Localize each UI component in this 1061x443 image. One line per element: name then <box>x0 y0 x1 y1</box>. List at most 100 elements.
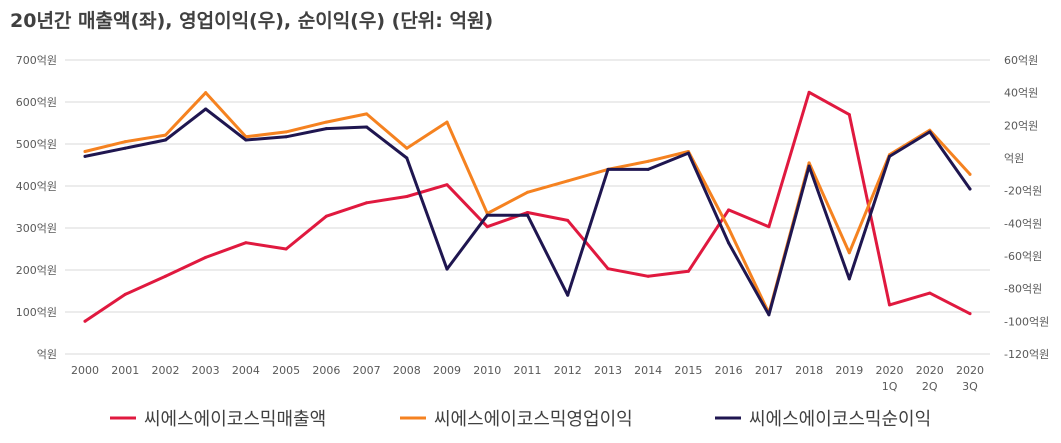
x-axis-tick-label: 2000 <box>71 364 99 377</box>
left-axis-tick-label: 300억원 <box>16 222 57 235</box>
x-axis-tick-label: 2008 <box>393 364 421 377</box>
series-3-point <box>566 293 570 297</box>
series-2-point <box>244 135 248 139</box>
series-line-1 <box>83 90 972 323</box>
left-axis-tick-label: 700억원 <box>16 54 57 67</box>
series-1-point <box>968 312 972 316</box>
series-1-point <box>606 267 610 271</box>
series-2-point <box>83 149 87 153</box>
series-1-point <box>526 210 529 214</box>
left-axis-tick-label: 600억원 <box>16 96 57 109</box>
series-line-2 <box>83 91 972 315</box>
series-2-point <box>445 120 449 124</box>
right-axis-tick-label: 60억원 <box>1004 54 1038 67</box>
series-1-point <box>807 90 811 94</box>
series-2-point <box>727 226 731 230</box>
series-3-point <box>445 267 449 271</box>
x-axis-tick-label: 2017 <box>755 364 783 377</box>
x-axis-tick-label: 2020 <box>876 364 904 377</box>
series-1-point <box>727 208 731 212</box>
x-axis-tick-label: 2012 <box>554 364 582 377</box>
series-1-point <box>83 319 87 323</box>
x-axis-tick-label: 2019 <box>835 364 863 377</box>
x-axis-tick-label: 2010 <box>473 364 501 377</box>
series-2-point <box>526 190 529 194</box>
right-axis-tick-label: 20억원 <box>1004 119 1038 132</box>
x-axis-tick-label: 2005 <box>272 364 300 377</box>
series-1-point <box>244 241 248 245</box>
left-axis-tick-label: 200억원 <box>16 264 57 277</box>
x-axis-tick-label: 1Q <box>882 380 898 393</box>
series-3-point <box>123 146 127 150</box>
series-3-point <box>244 138 248 142</box>
x-axis-tick-label: 2006 <box>312 364 340 377</box>
series-1-point <box>365 201 369 205</box>
series-3-point <box>405 156 409 160</box>
series-2-point <box>365 112 369 116</box>
series-1-point <box>163 274 167 278</box>
left-axis-tick-label: 500억원 <box>16 138 57 151</box>
x-axis-tick-label: 2011 <box>514 364 542 377</box>
series-1-point <box>847 113 851 117</box>
series-1-point <box>445 183 449 187</box>
right-axis-tick-label: -20억원 <box>1004 185 1042 198</box>
series-2-point <box>968 172 972 176</box>
series-1-point <box>284 247 288 251</box>
series-3-point <box>83 154 87 158</box>
right-axis-tick-label: 40억원 <box>1004 87 1038 100</box>
series-1-point <box>324 214 328 218</box>
series-1-point <box>204 255 208 259</box>
series-1-point <box>928 291 932 295</box>
series-1-point <box>767 225 771 229</box>
series-1-point <box>405 195 409 198</box>
series-2-point <box>807 161 811 165</box>
series-3-point <box>888 154 892 158</box>
x-axis-tick-label: 2015 <box>674 364 702 377</box>
series-3-point <box>526 213 529 217</box>
series-1-point <box>566 218 570 222</box>
legend-label: 씨에스에이코스믹영업이익 <box>434 409 633 430</box>
series-3-point <box>204 107 208 111</box>
series-1-point <box>888 303 892 307</box>
series-1-point <box>123 292 127 296</box>
right-axis-tick-label: -80억원 <box>1004 283 1042 296</box>
series-3-point <box>365 125 369 129</box>
legend-label: 씨에스에이코스믹순이익 <box>749 409 931 430</box>
x-axis-tick-label: 2016 <box>715 364 743 377</box>
x-axis-tick-label: 2014 <box>634 364 662 377</box>
series-3-point <box>686 151 690 155</box>
series-3-point <box>928 130 932 134</box>
series-2-point <box>405 146 409 150</box>
x-axis-tick-label: 2018 <box>795 364 823 377</box>
series-2-point <box>646 159 650 163</box>
series-1-point <box>686 269 690 273</box>
series-3-point <box>847 277 851 281</box>
x-axis-tick-label: 2001 <box>111 364 139 377</box>
series-3-point <box>646 167 650 171</box>
x-axis-tick-label: 2009 <box>433 364 461 377</box>
right-axis-tick-label: -40억원 <box>1004 217 1042 230</box>
legend-label: 씨에스에이코스믹매출액 <box>144 409 326 430</box>
series-1-point <box>646 274 650 278</box>
x-axis-tick-label: 2003 <box>192 364 220 377</box>
x-axis-tick-label: 2004 <box>232 364 260 377</box>
x-axis-tick-label: 2002 <box>151 364 179 377</box>
x-axis-tick-label: 2020 <box>916 364 944 377</box>
series-3-point <box>606 167 610 171</box>
series-3-point <box>163 138 167 142</box>
x-axis-tick-label: 2020 <box>956 364 984 377</box>
series-3-point <box>807 164 811 168</box>
x-axis-tick-label: 2Q <box>922 380 938 393</box>
x-axis-tick-label: 3Q <box>962 380 978 393</box>
chart-title: 20년간 매출액(좌), 영업이익(우), 순이익(우) (단위: 억원) <box>10 10 494 32</box>
x-axis-tick-label: 2007 <box>353 364 381 377</box>
right-axis-tick-label: -60억원 <box>1004 250 1042 263</box>
series-3-point <box>284 135 288 139</box>
x-axis-tick-label: 2013 <box>594 364 622 377</box>
series-3-point <box>485 213 489 217</box>
right-axis-tick-label: 억원 <box>1004 152 1024 165</box>
series-2-point <box>163 133 167 137</box>
series-1-point <box>485 225 489 229</box>
